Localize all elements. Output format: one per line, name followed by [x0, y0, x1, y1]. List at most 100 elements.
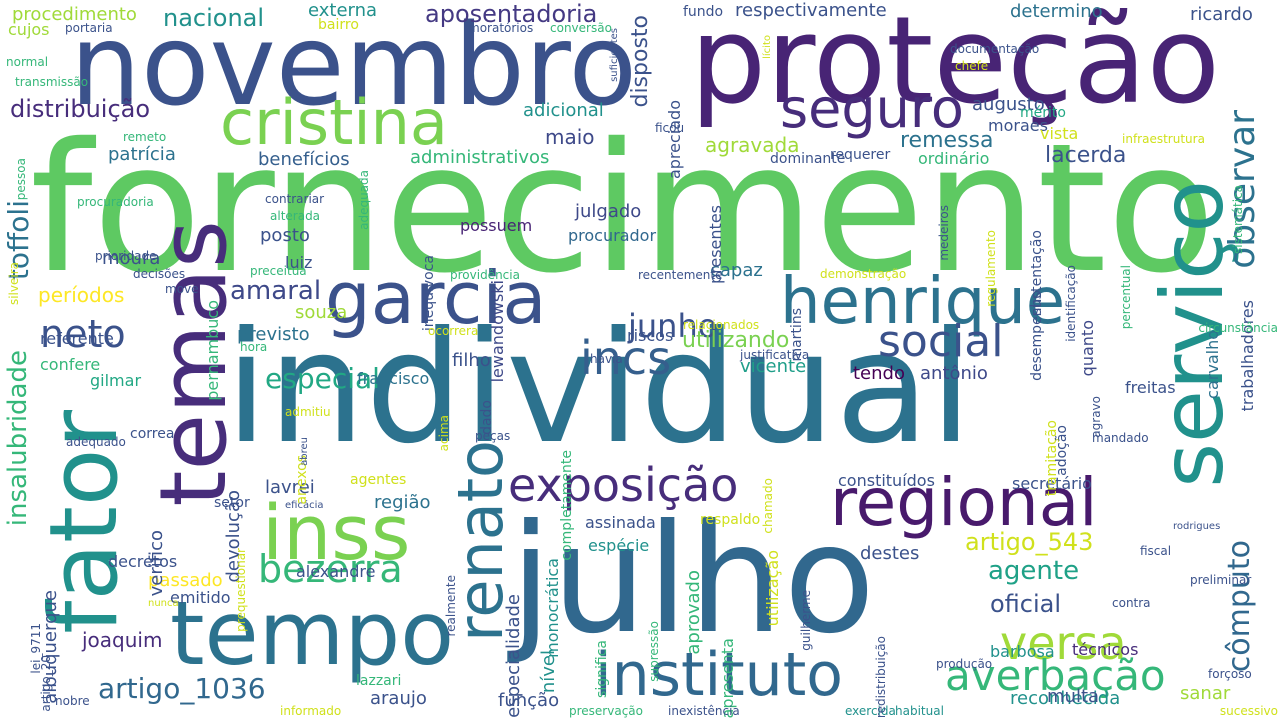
word-administrativos: administrativos [410, 147, 550, 168]
word-relacionados: relacionados [683, 318, 760, 332]
word-ocorrera: ocorrera [428, 324, 479, 338]
word-contrariar: contrariar [265, 192, 325, 206]
word-dominante: dominante [770, 151, 846, 167]
word-percentual: percentual [1119, 265, 1133, 330]
word-ordinario: ordinário [918, 149, 990, 168]
word-agravo: agravo [1089, 396, 1103, 438]
word-regulamento: regulamento [984, 230, 998, 307]
word-abreu: abreu [299, 437, 310, 466]
word-joaquim: joaquim [82, 628, 163, 652]
word-cristina: cristina [220, 86, 448, 159]
word-disposto: disposto [628, 15, 653, 108]
word-barbosa: barbosa [990, 642, 1055, 661]
word-lavrei: lavrei [265, 477, 315, 498]
word-infraestrutura: infraestrutura [1122, 132, 1205, 146]
word-inss: inss [262, 488, 411, 577]
word-utilizacao: utilização [763, 550, 782, 627]
word-contra: contra [1112, 596, 1151, 610]
word-trabalhadores: trabalhadores [1238, 300, 1257, 412]
word-verifico: verifico [146, 530, 167, 597]
word-computo: cômputo [1222, 540, 1257, 673]
word-quanto: quanto [1078, 320, 1097, 377]
word-fiscal: fiscal [1140, 544, 1172, 558]
word-demonstracao: demonstração [820, 267, 907, 281]
word-move: move [165, 282, 199, 296]
word-alexandre: alexandre [296, 562, 376, 581]
word-utilizando: utilizando [682, 328, 790, 353]
word-inexistencia: inexistência [668, 704, 740, 718]
word-identificacao: identificação [1064, 265, 1078, 342]
word-funcao: função [498, 690, 560, 711]
word-requerer: requerer [830, 147, 891, 163]
word-posto: posto [260, 225, 310, 246]
word-insalubridade: insalubridade [3, 350, 33, 527]
word-instituto: instituto [595, 640, 843, 710]
word-fornecimento: fornecimento [30, 105, 1216, 312]
word-providencia: providência [450, 268, 520, 282]
word-preliminar: preliminar [1190, 573, 1252, 587]
word-distribuicao: distribuição [10, 95, 151, 123]
word-realmente: realmente [444, 575, 458, 637]
word-regiao: região [374, 492, 431, 513]
word-riscos: riscos [627, 326, 674, 345]
word-secretario: secretário [1012, 474, 1092, 493]
word-bairro: bairro [318, 17, 359, 33]
word-determino: determino [1010, 1, 1103, 22]
word-admitiu: admitiu [285, 405, 331, 419]
word-transmissao: transmissão [15, 75, 89, 89]
word-remeto: remeto [123, 130, 167, 144]
word-junho: junho [628, 307, 718, 345]
word-documentacao: documentação [950, 42, 1040, 56]
word-licito: lícito [762, 35, 773, 59]
word-nacional: nacional [163, 4, 265, 32]
word-multa: multa [1047, 686, 1100, 707]
word-silveira: silveira [7, 262, 21, 306]
word-conversao: conversão [550, 21, 612, 35]
word-temas: temas [140, 220, 247, 507]
word-lazzari: lazzari [356, 673, 402, 689]
word-constituidos: constituídos [838, 471, 935, 490]
word-completamente: completamente [559, 450, 575, 561]
word-periodos: períodos [38, 283, 125, 307]
word-emitido: emitido [170, 588, 231, 607]
word-procurador: procurador [568, 226, 657, 245]
word-capaz: capaz [710, 260, 763, 281]
word-versa: versa [1000, 616, 1127, 670]
word-fundo: fundo [683, 4, 724, 20]
word-informado: informado [280, 704, 342, 718]
word-aprovado: aprovado [683, 570, 704, 655]
word-averbacao: averbação [945, 651, 1166, 700]
word-passado: passado [148, 570, 223, 591]
word-inequivoca: inequívoca [421, 255, 437, 332]
word-habitual: habitual [895, 704, 944, 718]
word-vista: vista [1040, 124, 1079, 143]
word-cujos: cujos [8, 20, 50, 39]
word-previsto: previsto [237, 324, 310, 345]
word-protecao: proteção [690, 0, 1221, 131]
word-guilherme: guilherme [799, 590, 813, 651]
word-julho: julho [510, 493, 876, 667]
word-julgado: julgado [575, 201, 642, 222]
word-bezerra: bezerra [258, 547, 403, 591]
word-carvalho: carvalho [1203, 330, 1222, 399]
word-especial: especial [265, 362, 380, 395]
word-neto: neto [40, 312, 126, 356]
word-producao: produção [936, 657, 993, 671]
word-souza: souza [295, 302, 348, 323]
word-hora: hora [240, 340, 268, 354]
word-araujo: araujo [370, 688, 427, 709]
word-artigo-20: artigo_20 [39, 655, 53, 712]
word-portaria: portaria [65, 21, 113, 35]
word-chamado: chamado [761, 478, 775, 534]
word-sistematica: sistemática [1231, 185, 1245, 254]
word-seguro: seguro [780, 77, 964, 140]
word-destes: destes [860, 543, 920, 564]
word-medeiros: medeiros [937, 205, 951, 261]
word-especie: espécie [588, 536, 650, 555]
word-possuem: possuem [460, 216, 533, 235]
word-monocratica: monocrática [543, 558, 562, 658]
word-rodrigues: rodrigues [1173, 521, 1221, 532]
word-adequado: adequado [66, 435, 126, 449]
word-moratorios: moratórios [468, 21, 534, 35]
word-significa: significa [594, 640, 610, 698]
